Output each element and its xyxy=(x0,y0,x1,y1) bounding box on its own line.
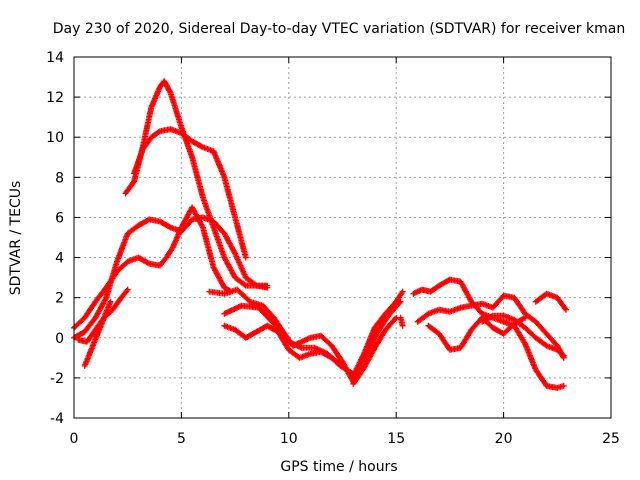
y-tick-label: -4 xyxy=(50,411,64,427)
y-tick-label: 8 xyxy=(55,170,64,186)
marker-trace xyxy=(532,290,569,313)
series-track-9 xyxy=(221,322,346,369)
series-track-17 xyxy=(479,312,567,359)
marker-trace xyxy=(131,126,249,261)
series-track-11 xyxy=(350,314,400,387)
series-track-14 xyxy=(414,292,567,361)
y-tick-label: 0 xyxy=(55,331,64,347)
marker-trace xyxy=(414,292,567,361)
x-axis-label: GPS time / hours xyxy=(280,459,397,475)
marker-trace xyxy=(410,276,567,391)
data-points xyxy=(71,78,569,391)
grid xyxy=(74,57,611,418)
x-tick-label: 25 xyxy=(602,431,620,447)
y-tick-label: 12 xyxy=(46,90,64,106)
x-tick-label: 15 xyxy=(387,431,405,447)
marker-trace xyxy=(425,314,529,353)
y-tick-label: 2 xyxy=(55,291,64,307)
x-tick-label: 20 xyxy=(495,431,513,447)
marker-trace xyxy=(350,314,400,387)
series-track-12 xyxy=(354,298,404,373)
series-track-10 xyxy=(339,288,406,379)
y-axis-label: SDTVAR / TECUs xyxy=(8,181,24,296)
y-tick-label: 4 xyxy=(55,251,64,267)
y-tick-label: -2 xyxy=(50,371,64,387)
marker-trace xyxy=(339,288,406,379)
marker-trace xyxy=(221,322,346,369)
marker-trace xyxy=(354,298,404,373)
axis-ticks: 0 5 10 15 20 25 -4 -2 0 2 4 6 8 10 12 14 xyxy=(46,50,620,447)
marker-trace xyxy=(81,298,114,369)
y-tick-label: 6 xyxy=(55,210,64,226)
y-tick-label: 14 xyxy=(46,50,64,66)
series-track-15 xyxy=(425,314,529,353)
plot-frame xyxy=(73,56,612,419)
x-tick-label: 10 xyxy=(280,431,298,447)
series-track-6 xyxy=(81,298,114,369)
x-tick-label: 0 xyxy=(70,431,79,447)
series-track-13 xyxy=(410,276,567,391)
chart-title: Day 230 of 2020, Sidereal Day-to-day VTE… xyxy=(53,21,625,37)
marker-trace xyxy=(479,312,567,359)
y-tick-label: 10 xyxy=(46,130,64,146)
series-track-4 xyxy=(131,126,249,261)
marker-trace xyxy=(397,314,406,329)
series-track-18 xyxy=(397,314,406,329)
x-tick-label: 5 xyxy=(177,431,186,447)
series-track-16 xyxy=(532,290,569,313)
